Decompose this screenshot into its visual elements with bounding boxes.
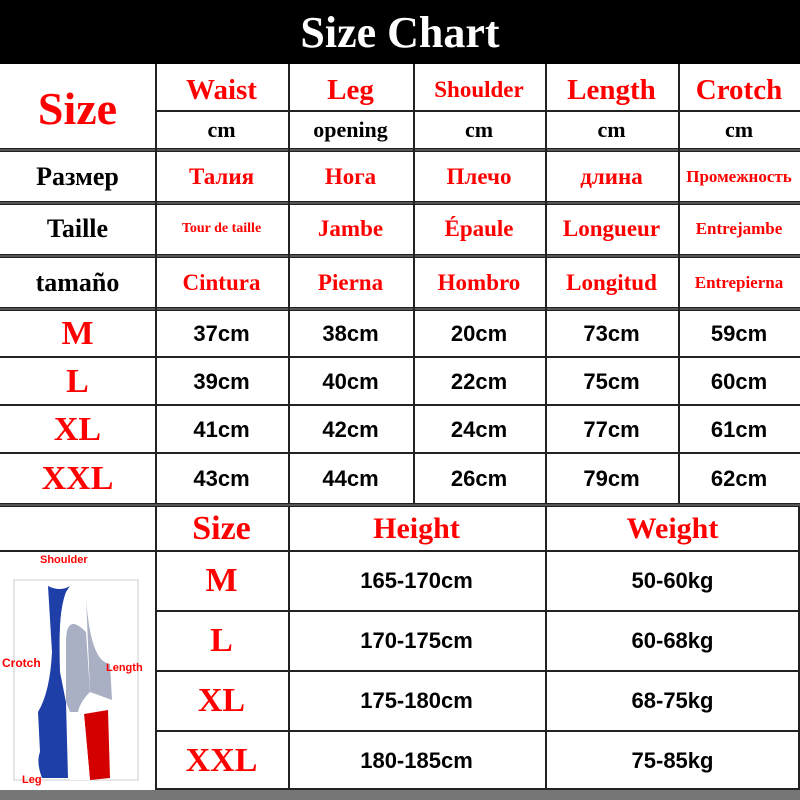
measure-cell: 39cm bbox=[193, 369, 250, 394]
row-line bbox=[0, 452, 800, 454]
height-cell: 180-185cm bbox=[360, 748, 473, 773]
row-separator bbox=[0, 254, 800, 258]
column-label-es: Cintura bbox=[182, 270, 261, 295]
row-line bbox=[155, 670, 800, 672]
measure-cell: 79cm bbox=[583, 466, 640, 491]
size-cell: M bbox=[61, 315, 94, 352]
column-label-fr: Jambe bbox=[317, 216, 384, 241]
weight-header: Weight bbox=[626, 512, 719, 545]
shoulder-label: Shoulder bbox=[40, 554, 88, 566]
row-line bbox=[155, 730, 800, 732]
column-line bbox=[288, 64, 290, 504]
row-line bbox=[0, 356, 800, 358]
measure-cell: 60cm bbox=[710, 369, 768, 394]
column-unit: opening bbox=[313, 117, 388, 142]
height-cell: 165-170cm bbox=[360, 568, 473, 593]
measure-cell: 22cm bbox=[450, 369, 508, 394]
column-label-fr: Longueur bbox=[562, 216, 661, 241]
column-label-ru: длина bbox=[580, 164, 643, 189]
size-label-fr: Taille bbox=[46, 214, 109, 243]
measure-cell: 73cm bbox=[583, 321, 640, 346]
measure-cell: 77cm bbox=[583, 417, 640, 442]
fit-size-cell: XXL bbox=[185, 742, 258, 779]
row-line bbox=[155, 610, 800, 612]
column-label-es: Hombro bbox=[437, 270, 521, 295]
fit-size-cell: M bbox=[205, 562, 238, 599]
height-cell: 170-175cm bbox=[360, 628, 473, 653]
measure-cell: 42cm bbox=[322, 417, 379, 442]
column-label-fr: Entrejambe bbox=[695, 219, 783, 238]
measure-cell: 40cm bbox=[322, 369, 379, 394]
column-label-fr: Épaule bbox=[444, 216, 514, 241]
column-header: Shoulder bbox=[434, 77, 524, 102]
crotch-label: Crotch bbox=[2, 656, 41, 670]
fit-size-header: Size bbox=[192, 510, 251, 547]
weight-cell: 75-85kg bbox=[631, 748, 714, 773]
measure-cell: 20cm bbox=[450, 321, 508, 346]
column-unit: cm bbox=[207, 117, 236, 142]
measure-cell: 62cm bbox=[710, 466, 768, 491]
size-label-ru: Размер bbox=[36, 162, 119, 191]
size-label-es: tamaño bbox=[35, 268, 120, 297]
column-line bbox=[413, 64, 415, 504]
measure-cell: 26cm bbox=[450, 466, 508, 491]
column-label-es: Longitud bbox=[566, 270, 657, 295]
column-header: Crotch bbox=[695, 73, 783, 106]
measure-cell: 75cm bbox=[583, 369, 640, 394]
measure-cell: 61cm bbox=[710, 417, 768, 442]
column-label-fr: Tour de taille bbox=[181, 221, 262, 236]
column-line bbox=[678, 64, 680, 504]
column-unit: cm bbox=[597, 117, 626, 142]
column-label-ru: Нога bbox=[324, 164, 377, 189]
size-header: Size bbox=[37, 82, 118, 134]
column-line bbox=[288, 506, 290, 790]
bottom-bar bbox=[0, 790, 800, 800]
column-header: Leg bbox=[327, 73, 374, 106]
weight-cell: 50-60kg bbox=[631, 568, 714, 593]
measure-cell: 59cm bbox=[710, 321, 768, 346]
row-separator bbox=[0, 148, 800, 152]
size-cell: XXL bbox=[41, 460, 114, 497]
column-unit: cm bbox=[464, 117, 494, 142]
leg-label: Leg bbox=[22, 774, 42, 786]
measure-cell: 43cm bbox=[193, 466, 250, 491]
column-unit: cm bbox=[724, 117, 754, 142]
measure-cell: 24cm bbox=[450, 417, 508, 442]
size-cell: XL bbox=[53, 411, 102, 448]
column-label-ru: Талия bbox=[188, 164, 255, 189]
measure-cell: 37cm bbox=[193, 321, 250, 346]
bib-shorts-illustration bbox=[13, 579, 139, 781]
row-line bbox=[0, 404, 800, 406]
row-line bbox=[0, 550, 800, 552]
fit-size-cell: XL bbox=[197, 682, 246, 719]
row-separator bbox=[0, 201, 800, 205]
measure-cell: 38cm bbox=[322, 321, 379, 346]
column-line bbox=[155, 64, 157, 504]
row-separator bbox=[0, 307, 800, 311]
length-label: Length bbox=[106, 662, 143, 674]
column-label-es: Pierna bbox=[317, 270, 384, 295]
row-separator bbox=[0, 503, 800, 507]
column-label-es: Entrepierna bbox=[694, 273, 784, 292]
column-line bbox=[545, 64, 547, 504]
column-header: Waist bbox=[186, 73, 257, 106]
column-label-ru: Промежность bbox=[686, 167, 792, 186]
height-header: Height bbox=[373, 512, 460, 545]
page-title: Size Chart bbox=[0, 0, 800, 64]
column-label-ru: Плечо bbox=[446, 164, 512, 189]
column-line bbox=[798, 506, 800, 790]
bib-diagram: Shoulder Crotch Length Leg bbox=[0, 552, 155, 790]
fit-size-cell: L bbox=[210, 622, 233, 659]
height-cell: 175-180cm bbox=[360, 688, 473, 713]
column-line bbox=[155, 506, 157, 790]
weight-cell: 68-75kg bbox=[631, 688, 714, 713]
row-line bbox=[155, 110, 800, 112]
measure-cell: 41cm bbox=[193, 417, 250, 442]
size-cell: L bbox=[66, 363, 89, 400]
weight-cell: 60-68kg bbox=[631, 628, 714, 653]
column-line bbox=[545, 506, 547, 790]
row-line bbox=[155, 788, 800, 790]
column-header: Length bbox=[567, 73, 656, 106]
measure-cell: 44cm bbox=[322, 466, 379, 491]
